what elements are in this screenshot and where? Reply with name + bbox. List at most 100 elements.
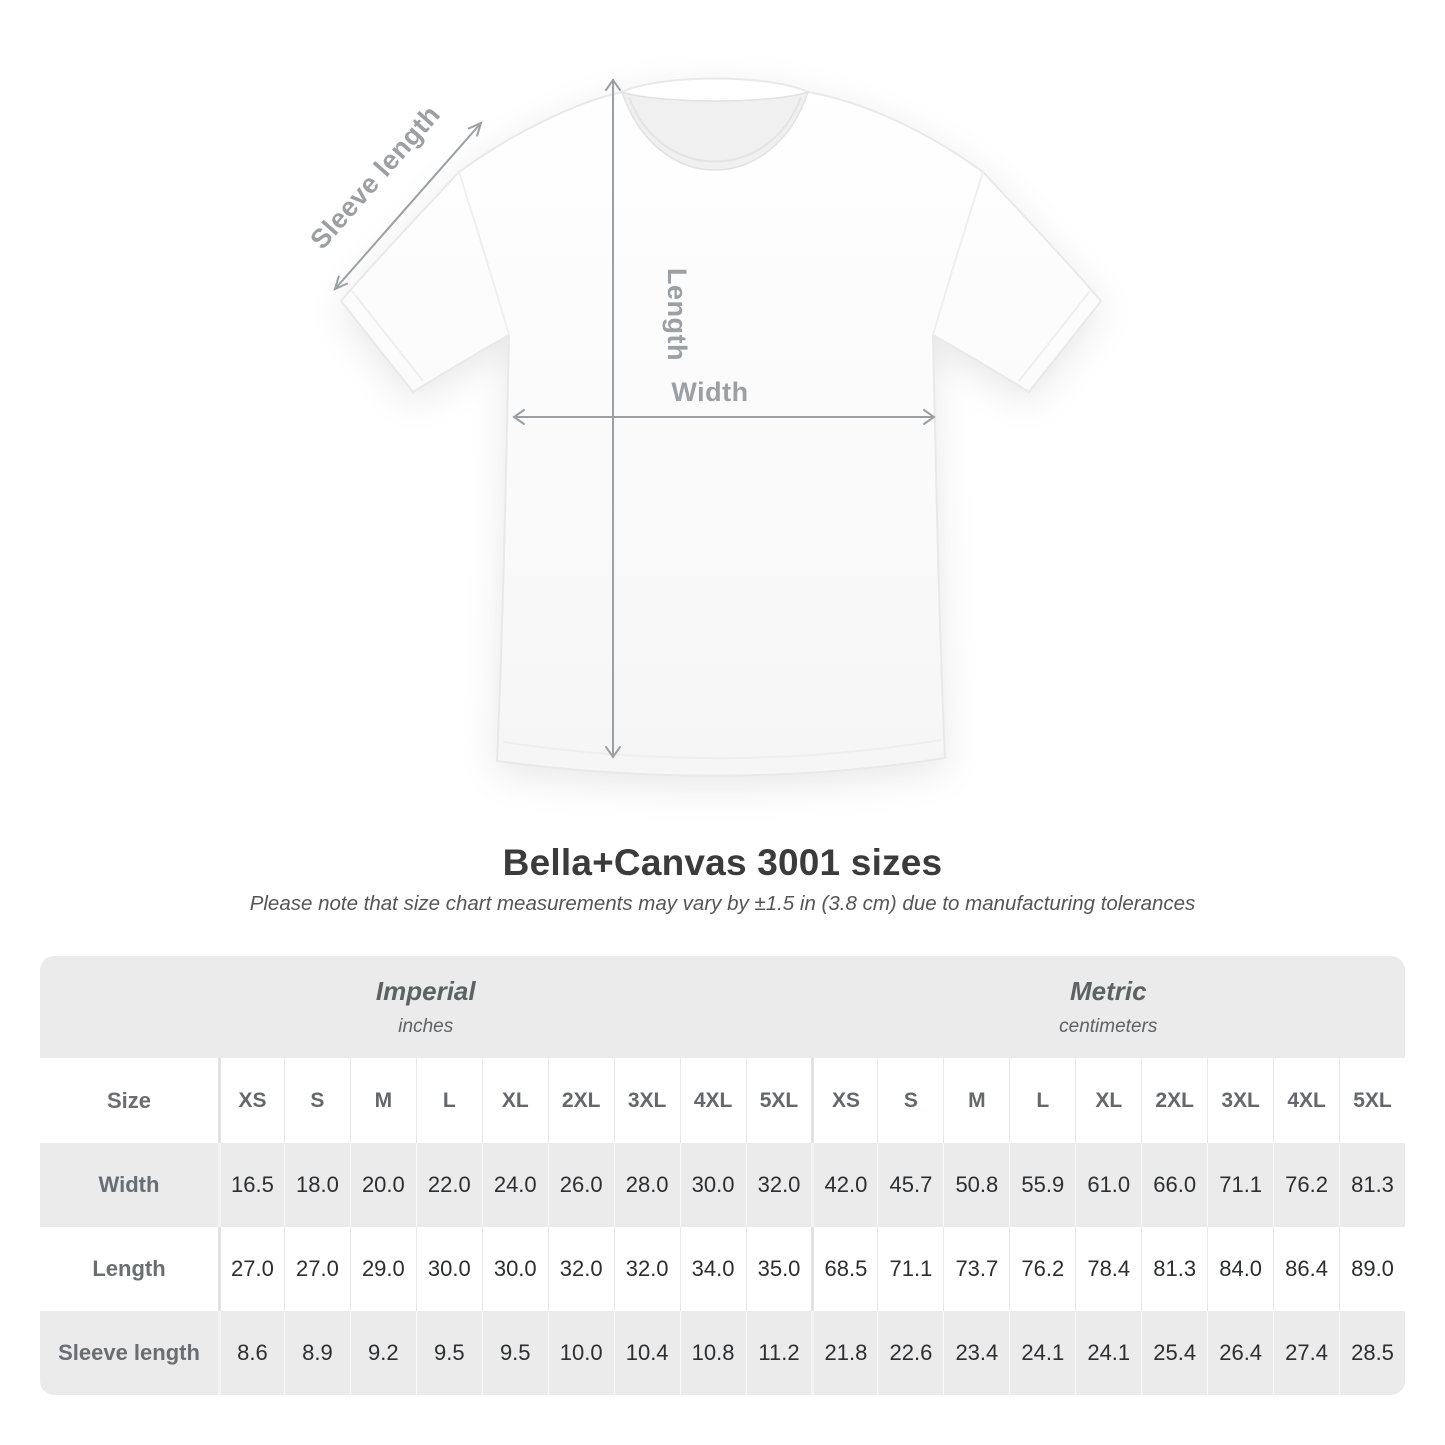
measurement-value-cell: 27.0 [283, 1227, 350, 1311]
measurement-value-cell: 55.9 [1009, 1143, 1075, 1227]
measurement-row-label: Length [92, 1256, 166, 1281]
tshirt-shape [339, 77, 1103, 777]
tshirt-diagram-svg: Sleeve length Length Width [304, 77, 1103, 777]
size-column-header: XS [811, 1058, 877, 1143]
right-sleeve-seam [932, 171, 984, 336]
size-column-header: M [943, 1058, 1009, 1143]
measurement-value-cell: 32.0 [613, 1227, 680, 1311]
measurement-value-cell: 71.1 [877, 1227, 943, 1311]
measurement-row-label: Sleeve length [58, 1340, 200, 1365]
measurement-value-cell: 30.0 [415, 1227, 482, 1311]
measurement-value-cell: 34.0 [679, 1227, 746, 1311]
size-column-header: XS [218, 1058, 284, 1143]
imperial-section-unit: inches [398, 1016, 454, 1037]
size-column-header: L [415, 1058, 482, 1143]
size-column-header: 3XL [613, 1058, 680, 1143]
measurement-value-cell: 10.4 [613, 1311, 680, 1395]
left-sleeve-hem-stitch [351, 290, 424, 382]
measurement-value-cell: 8.9 [283, 1311, 350, 1395]
table-row: Length 27.0 27.0 29.0 30.0 30.0 32.0 32.0 34.0 35… [40, 1227, 1405, 1311]
measurement-value-cell: 86.4 [1273, 1227, 1339, 1311]
measurement-value-cell: 23.4 [943, 1311, 1009, 1395]
size-table: Imperial inches Metric centimeters Size X… [40, 956, 1405, 1395]
measurement-value-cell: 30.0 [481, 1227, 548, 1311]
measurement-value-cell: 89.0 [1339, 1227, 1405, 1311]
measurement-value-cell: 81.3 [1339, 1143, 1405, 1227]
measurement-value-cell: 20.0 [349, 1143, 416, 1227]
measurement-value-cell: 78.4 [1075, 1227, 1141, 1311]
sleeve-length-arrow [333, 121, 483, 291]
measurement-value-cell: 27.0 [218, 1227, 284, 1311]
size-column-header: XL [1075, 1058, 1141, 1143]
measurement-value-cell: 61.0 [1075, 1143, 1141, 1227]
measurement-value-cell: 28.5 [1339, 1311, 1405, 1395]
hem-stitch [502, 739, 942, 760]
length-label: Length [662, 268, 692, 361]
measurement-value-cell: 84.0 [1207, 1227, 1273, 1311]
measurement-value-cell: 76.2 [1273, 1143, 1339, 1227]
size-column-header: S [877, 1058, 943, 1143]
size-column-header: 3XL [1207, 1058, 1273, 1143]
measurement-value-cell: 24.1 [1009, 1311, 1075, 1395]
measurement-value-cell: 68.5 [811, 1227, 877, 1311]
size-column-header: L [1009, 1058, 1075, 1143]
measurement-value-cell: 9.2 [349, 1311, 416, 1395]
measurement-value-cell: 10.8 [679, 1311, 746, 1395]
width-label: Width [671, 377, 748, 407]
measurement-value-cell: 25.4 [1141, 1311, 1207, 1395]
measurement-value-cell: 11.2 [745, 1311, 812, 1395]
measurement-value-cell: 66.0 [1141, 1143, 1207, 1227]
table-row: Sleeve length 8.6 8.9 9.2 9.5 9.5 10.0 10.4 10.8… [40, 1311, 1405, 1395]
measurement-value-cell: 24.0 [481, 1143, 548, 1227]
length-arrow [605, 78, 621, 759]
measurement-value-cell: 76.2 [1009, 1227, 1075, 1311]
measurement-value-cell: 45.7 [877, 1143, 943, 1227]
measurement-value-cell: 71.1 [1207, 1143, 1273, 1227]
size-column-header: 2XL [1141, 1058, 1207, 1143]
measurement-value-cell: 81.3 [1141, 1227, 1207, 1311]
measurement-value-cell: 22.6 [877, 1311, 943, 1395]
measurement-value-cell: 9.5 [481, 1311, 548, 1395]
size-corner-label: Size [106, 1087, 152, 1113]
measurement-value-cell: 26.4 [1207, 1311, 1273, 1395]
metric-section-name: Metric [1069, 976, 1147, 1006]
measurement-value-cell: 28.0 [613, 1143, 680, 1227]
measurement-value-cell: 32.0 [745, 1143, 812, 1227]
measurement-value-cell: 18.0 [283, 1143, 350, 1227]
page-title: Bella+Canvas 3001 sizes [502, 842, 943, 883]
size-column-header: XL [481, 1058, 548, 1143]
measurement-value-cell: 24.1 [1075, 1311, 1141, 1395]
measurement-value-cell: 73.7 [943, 1227, 1009, 1311]
table-body: Width 16.5 18.0 20.0 22.0 24.0 26.0 28.0 30.0 32.… [40, 1143, 1405, 1395]
measurement-value-cell: 22.0 [415, 1143, 482, 1227]
measurement-value-cell: 8.6 [218, 1311, 284, 1395]
unit-section-row: Imperial inches Metric centimeters [40, 956, 1405, 1058]
tshirt-illustration [339, 77, 1103, 777]
measurement-value-cell: 42.0 [811, 1143, 877, 1227]
size-column-header: 4XL [1273, 1058, 1339, 1143]
metric-section-unit: centimeters [1059, 1016, 1158, 1037]
size-column-header: 5XL [1339, 1058, 1405, 1143]
metric-section-header: Metric centimeters [812, 956, 1406, 1058]
measurement-value-cell: 50.8 [943, 1143, 1009, 1227]
measurement-value-cell: 26.0 [547, 1143, 614, 1227]
width-arrow [512, 409, 936, 425]
size-column-header: 2XL [547, 1058, 614, 1143]
size-column-header: M [349, 1058, 416, 1143]
size-column-header: 4XL [679, 1058, 746, 1143]
size-column-header: 5XL [745, 1058, 812, 1143]
measurement-value-cell: 21.8 [811, 1311, 877, 1395]
imperial-section-name: Imperial [375, 976, 476, 1006]
tolerance-note: Please note that size chart measurements… [249, 892, 1196, 915]
size-header-row: Size XS S M L XL 2XL 3XL 4XL 5XL XS S M L XL 2XL 3XL 4XL 5… [40, 1058, 1405, 1143]
measurement-value-cell: 29.0 [349, 1227, 416, 1311]
tshirt-diagram: Sleeve length Length Width [304, 77, 1103, 777]
collar-ribbing-seam [628, 96, 802, 163]
right-sleeve-hem-stitch [1018, 290, 1091, 382]
measurement-value-cell: 30.0 [679, 1143, 746, 1227]
measurement-value-cell: 27.4 [1273, 1311, 1339, 1395]
measurement-value-cell: 9.5 [415, 1311, 482, 1395]
measurement-row-label: Width [98, 1172, 160, 1197]
left-sleeve-seam [458, 171, 510, 336]
